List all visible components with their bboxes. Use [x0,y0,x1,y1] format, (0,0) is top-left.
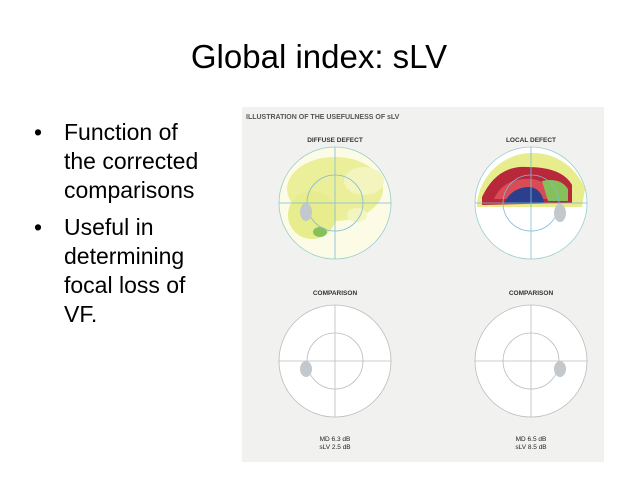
bullet-2-line-1: Useful in [64,214,154,240]
comparison-right-map [474,304,588,418]
comparison-left-slv: sLV 2.5 dB [319,444,350,451]
bullet-dot: • [34,214,43,240]
sensitivity-figure: ILLUSTRATION OF THE USEFULNESS OF sLV DI… [242,107,604,462]
bullet-dot: • [34,119,43,145]
bullet-list: • Function of the corrected comparisons … [34,118,234,337]
bullet-2-line-3: focal loss of [64,272,186,298]
blind-spot-icon [554,204,566,222]
comparison-left-label: COMPARISON [313,290,358,297]
diffuse-label: DIFFUSE DEFECT [307,137,363,144]
comparison-right-md: MD 6.5 dB [516,436,547,443]
blind-spot-icon [554,361,566,377]
bullet-1-line-2: the corrected [64,148,199,174]
bullet-2-line-4: VF. [64,301,98,327]
blind-spot-icon [300,361,312,377]
diffuse-field-map [278,146,392,260]
comparison-left-md: MD 6.3 dB [320,436,351,443]
local-label: LOCAL DEFECT [506,137,556,144]
bullet-2-line-2: determining [64,243,185,269]
figure-heading: ILLUSTRATION OF THE USEFULNESS OF sLV [246,114,400,121]
bullet-1-line-3: comparisons [64,177,195,203]
comparison-left-map [278,304,392,418]
bullet-item-2: • Useful in determining focal loss of VF… [34,213,234,329]
figure-canvas: ILLUSTRATION OF THE USEFULNESS OF sLV DI… [246,114,588,451]
slide-title: Global index: sLV [190,38,448,75]
local-field-map [474,146,588,260]
blind-spot-icon [300,203,312,221]
bullet-1-line-1: Function of [64,119,178,145]
comparison-right-label: COMPARISON [509,290,554,297]
comparison-right-slv: sLV 8.5 dB [515,444,546,451]
bullet-item-1: • Function of the corrected comparisons [34,118,234,205]
